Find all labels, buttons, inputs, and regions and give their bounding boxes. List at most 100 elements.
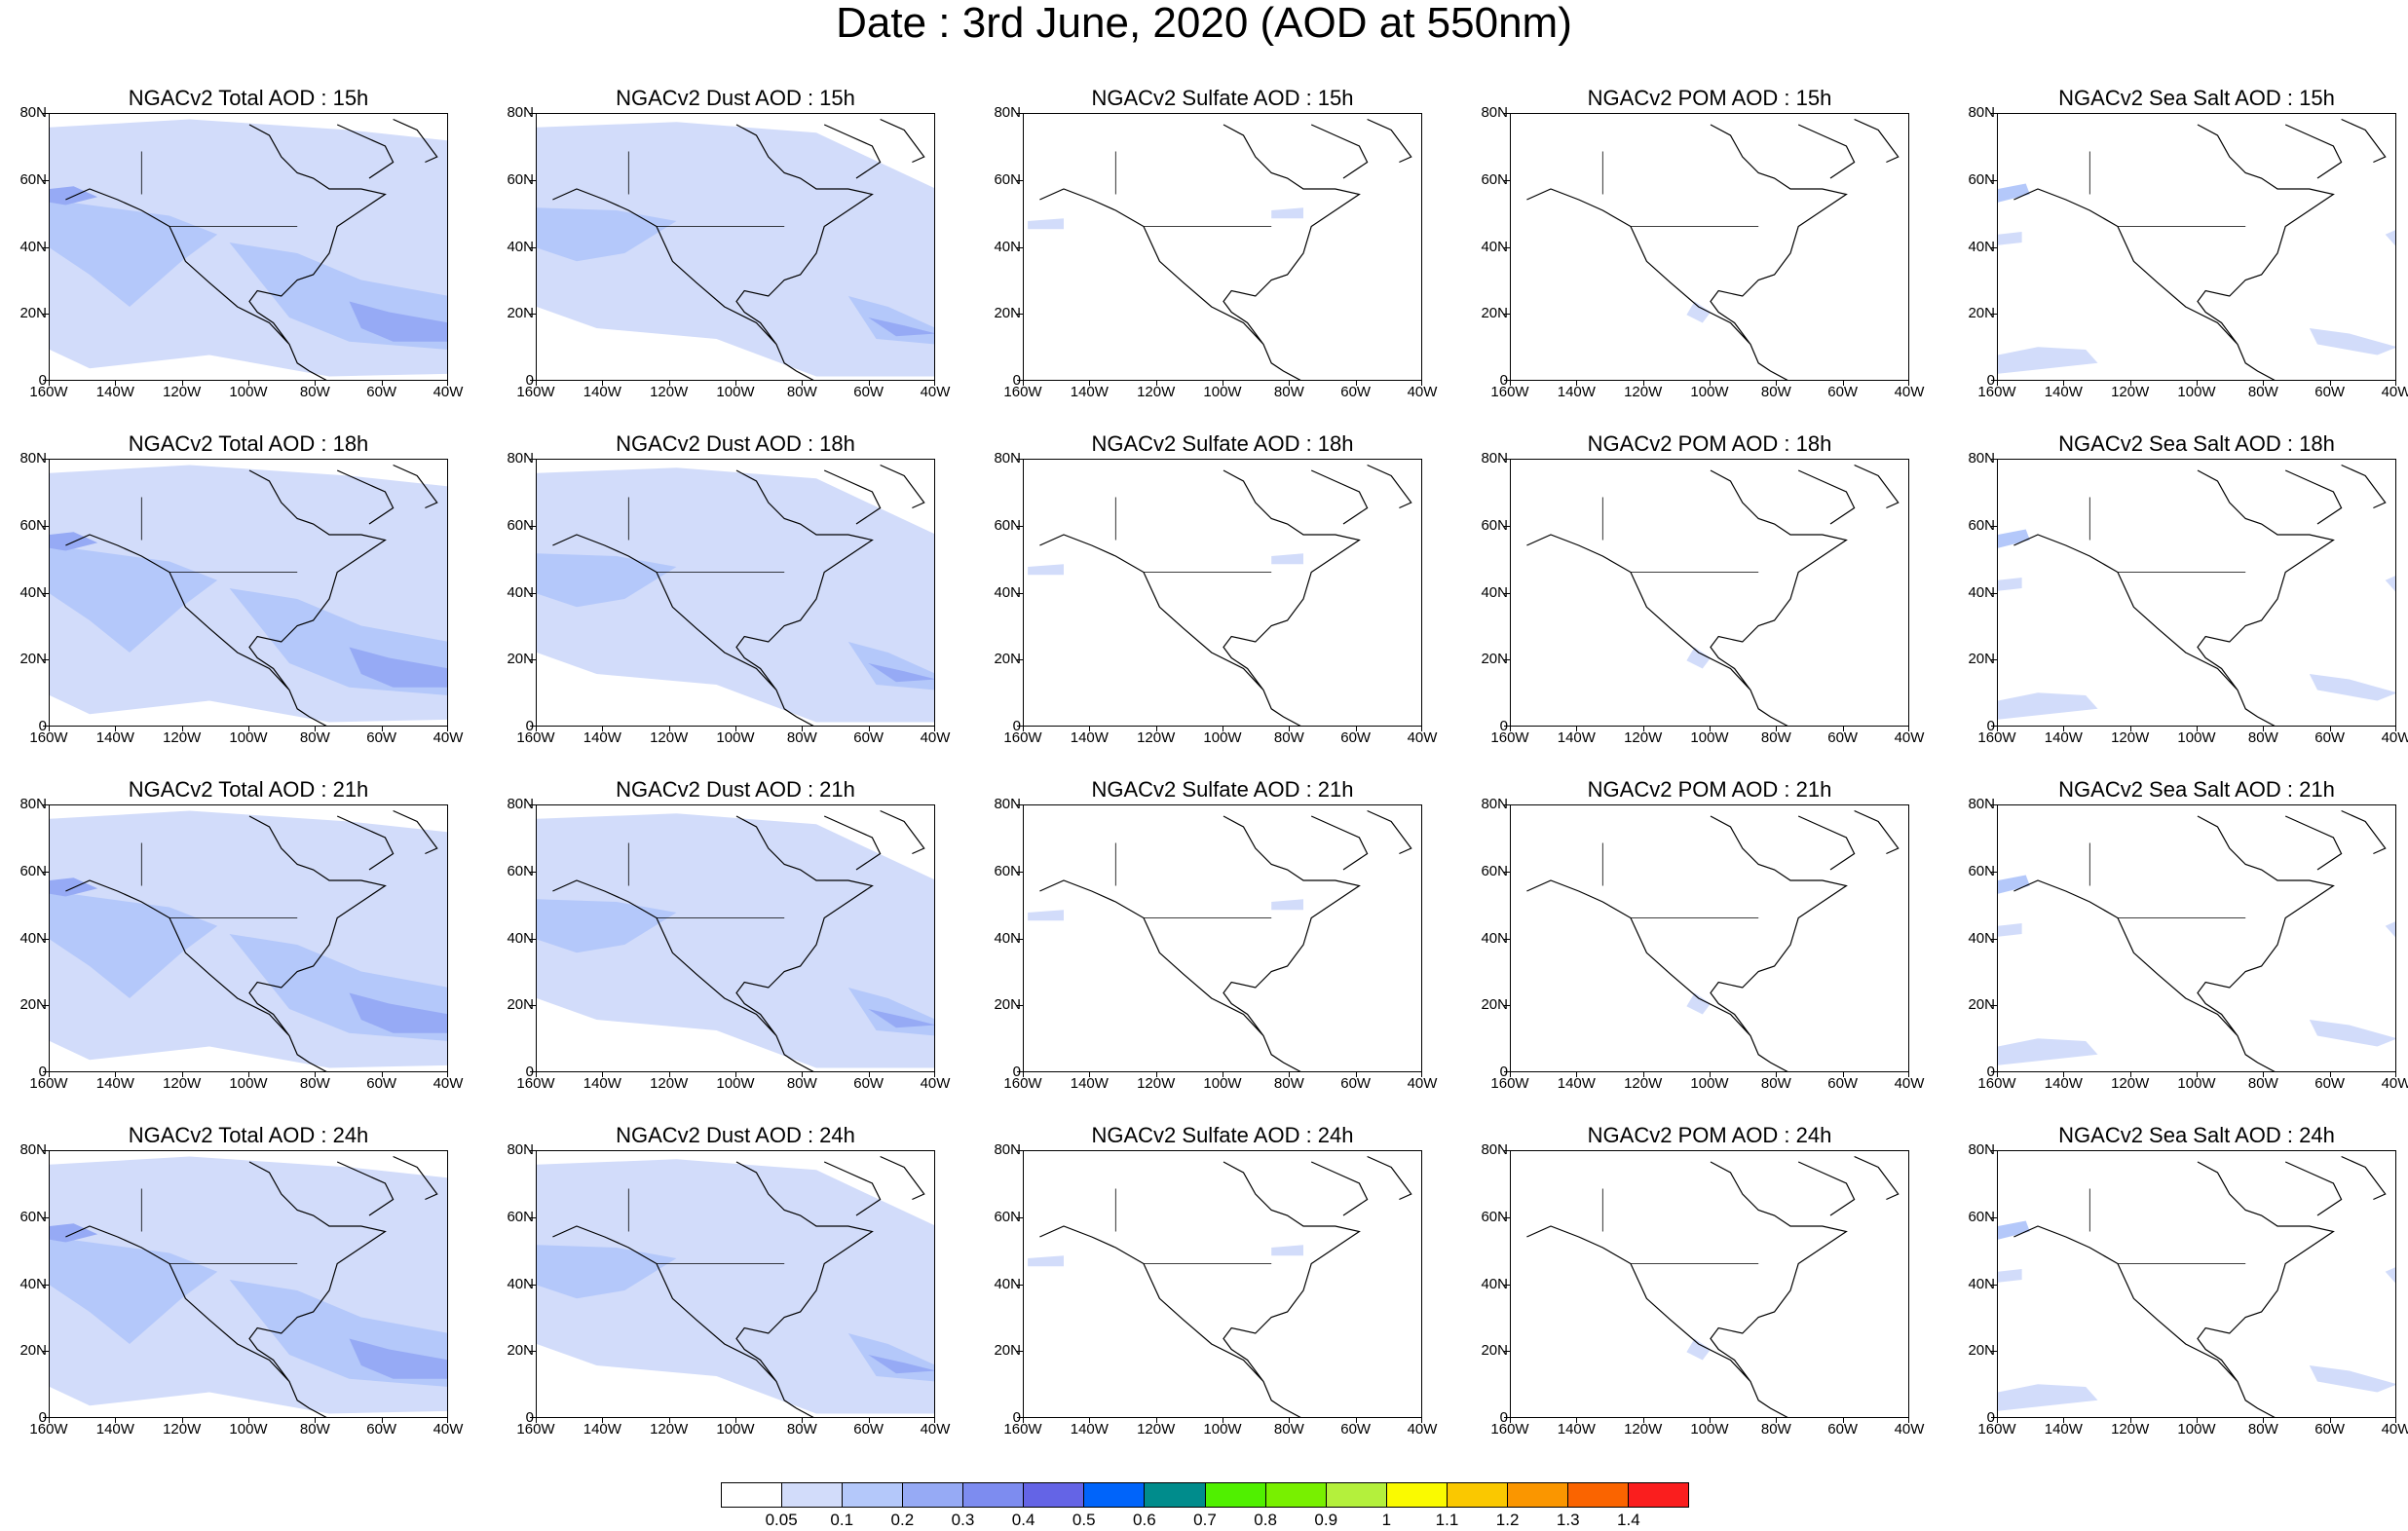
- lon-tick: [1908, 727, 1909, 731]
- panel-title: NGACv2 Total AOD : 21h: [128, 777, 369, 802]
- lat-tick-label: 40N: [1968, 1275, 1995, 1292]
- lat-tick: [1991, 804, 1997, 805]
- lat-tick: [530, 459, 536, 460]
- lat-tick-label: 40N: [994, 583, 1021, 601]
- lat-tick-label: 60N: [19, 862, 47, 879]
- lon-tick: [802, 1072, 804, 1077]
- lon-tick-label: 160W: [29, 1075, 68, 1092]
- aod-shading: [868, 663, 934, 683]
- map-svg: [537, 1155, 934, 1417]
- lat-tick: [1504, 113, 1510, 114]
- lat-tick: [1504, 592, 1510, 594]
- lon-tick-label: 100W: [1690, 729, 1729, 746]
- lon-tick: [668, 381, 670, 386]
- lon-tick-label: 100W: [229, 729, 268, 746]
- lat-tick: [1991, 1284, 1997, 1286]
- lat-tick-label: 0: [1956, 1064, 1995, 1080]
- lat-tick: [1504, 1150, 1510, 1151]
- lon-tick-label: 40W: [2381, 1421, 2408, 1438]
- lat-tick: [43, 1284, 49, 1286]
- lat-tick: [1017, 804, 1023, 805]
- lon-tick-label: 40W: [920, 729, 951, 746]
- lat-tick: [530, 1216, 536, 1218]
- lat-tick-label: 80N: [1968, 450, 1995, 467]
- panel-title: NGACv2 Dust AOD : 18h: [616, 431, 855, 456]
- coastline: [1526, 118, 1900, 380]
- lat-tick: [1991, 179, 1997, 181]
- lon-tick-label: 80W: [1273, 1075, 1304, 1092]
- aod-shading: [1998, 347, 2098, 374]
- lon-tick-label: 140W: [1557, 1075, 1596, 1092]
- country-border: [627, 497, 785, 573]
- lon-tick-label: 120W: [163, 1075, 202, 1092]
- lon-tick: [1023, 727, 1024, 731]
- lat-tick: [1017, 592, 1023, 594]
- map-area: [1510, 804, 1909, 1072]
- lat-tick: [1017, 1150, 1023, 1151]
- lat-tick-label: 0: [8, 373, 47, 389]
- country-border: [140, 151, 298, 227]
- lon-tick: [2263, 727, 2265, 731]
- lon-tick-label: 100W: [716, 729, 755, 746]
- lat-tick-label: 40N: [994, 929, 1021, 947]
- lat-tick-label: 60N: [994, 170, 1021, 188]
- lat-tick-label: 0: [1956, 373, 1995, 389]
- aod-shading: [1028, 910, 1064, 921]
- lat-tick: [1504, 726, 1510, 727]
- map-panel-pom: NGACv2 POM AOD : 21h80N60N40N20N0160W140…: [1481, 777, 1924, 1099]
- lat-tick: [1504, 1351, 1510, 1353]
- lon-tick-label: 160W: [516, 384, 555, 400]
- lon-tick-label: 120W: [2111, 384, 2150, 400]
- lon-tick: [1642, 1072, 1644, 1077]
- lon-tick-label: 120W: [650, 384, 689, 400]
- lat-tick-label: 20N: [994, 996, 1021, 1014]
- lat-tick: [1504, 179, 1510, 181]
- lon-tick-label: 140W: [583, 1421, 621, 1438]
- lon-tick-label: 120W: [1624, 729, 1663, 746]
- country-border: [2088, 842, 2246, 918]
- lon-tick-label: 160W: [1003, 384, 1042, 400]
- lat-tick: [530, 726, 536, 727]
- lon-tick-label: 40W: [2381, 1075, 2408, 1092]
- lon-tick-label: 120W: [1137, 729, 1176, 746]
- colorbar-label: 1.3: [1556, 1511, 1580, 1529]
- lon-tick: [447, 1072, 448, 1077]
- lat-tick-label: 80N: [507, 450, 534, 467]
- lon-tick-label: 40W: [2381, 384, 2408, 400]
- aod-shading: [1271, 207, 1303, 219]
- lon-tick-label: 60W: [853, 729, 884, 746]
- lon-tick-label: 160W: [1490, 1421, 1529, 1438]
- lon-tick-label: 140W: [95, 1075, 134, 1092]
- map-svg: [1526, 1155, 1900, 1417]
- lon-tick: [2329, 381, 2331, 386]
- lon-tick-label: 60W: [1827, 384, 1859, 400]
- colorbar-swatch: [1386, 1483, 1448, 1507]
- colorbar-label: 0.8: [1254, 1511, 1277, 1529]
- lon-tick-label: 160W: [1977, 729, 2016, 746]
- lon-tick: [315, 381, 317, 386]
- lon-tick-label: 100W: [2177, 729, 2216, 746]
- lat-tick: [530, 314, 536, 316]
- map-area: [536, 804, 935, 1072]
- map-area: [1997, 1150, 2396, 1418]
- lon-tick-label: 160W: [29, 729, 68, 746]
- lon-tick: [668, 727, 670, 731]
- lon-tick-label: 140W: [2044, 729, 2083, 746]
- map-panel-sulfate: NGACv2 Sulfate AOD : 15h80N60N40N20N0160…: [994, 86, 1437, 407]
- lon-tick: [1421, 727, 1422, 731]
- aod-shading: [1998, 1384, 2098, 1411]
- lat-tick-label: 60N: [507, 862, 534, 879]
- lon-tick: [536, 1418, 537, 1423]
- lat-tick: [1991, 113, 1997, 114]
- lon-tick: [868, 727, 870, 731]
- lon-tick-label: 60W: [366, 384, 397, 400]
- lat-tick-label: 20N: [1968, 1342, 1995, 1360]
- country-border: [1114, 842, 1272, 918]
- map-panel-seasalt: NGACv2 Sea Salt AOD : 15h80N60N40N20N016…: [1968, 86, 2408, 407]
- panel-title: NGACv2 Sulfate AOD : 15h: [1091, 86, 1354, 110]
- lon-tick-label: 100W: [2177, 384, 2216, 400]
- lat-tick: [530, 525, 536, 527]
- lon-tick-label: 100W: [229, 1075, 268, 1092]
- lon-tick-label: 40W: [433, 1075, 464, 1092]
- lat-tick: [1991, 659, 1997, 661]
